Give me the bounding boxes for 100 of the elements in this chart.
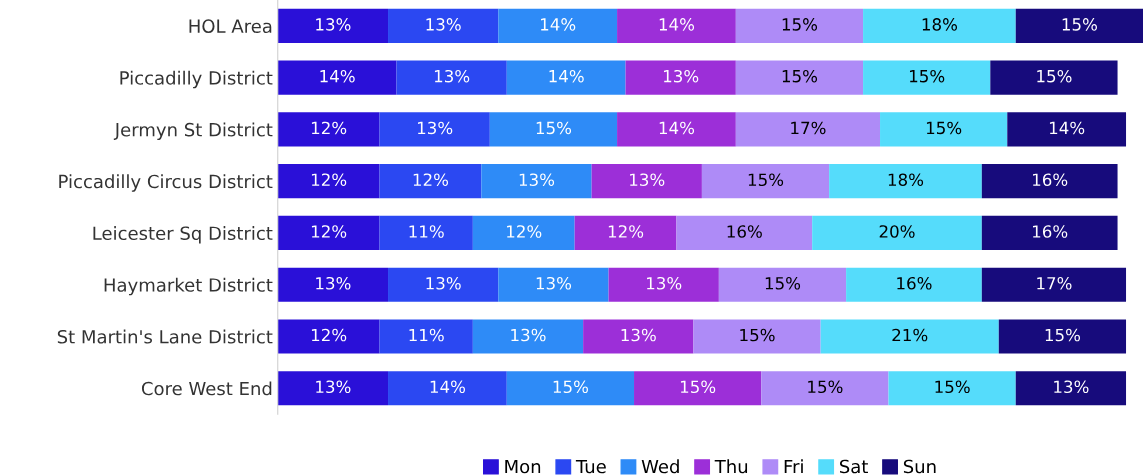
data-label: 12% [311,173,347,187]
data-label: 11% [409,328,444,342]
data-label: 15% [808,380,843,394]
legend-label: Fri [784,459,803,474]
data-label: 15% [935,380,970,394]
data-label: 13% [511,328,546,342]
data-label: 13% [536,276,572,290]
data-label: 13% [316,18,351,31]
bar [735,112,881,147]
bar [277,319,380,354]
bar [498,8,618,43]
data-label: 13% [630,173,665,187]
data-label: 12% [608,225,644,238]
bar [498,267,609,302]
bar [379,164,482,199]
data-label: 18% [922,18,958,31]
bar [617,112,736,147]
data-label: 14% [659,18,695,31]
bar [583,319,694,354]
data-label: 14% [1049,121,1085,135]
bar [693,319,821,354]
data-label: 16% [1033,173,1068,187]
data-label: 14% [320,69,355,83]
data-label: 17% [791,121,826,135]
data-label: 15% [910,69,945,83]
data-label: 15% [553,380,589,394]
data-label: 15% [1045,328,1081,342]
bar [634,371,762,406]
data-label: 12% [311,121,347,135]
bar [829,164,982,199]
legend-label: Sun [903,459,936,474]
data-label: 15% [782,18,818,31]
bar [998,319,1127,354]
bar [489,112,618,147]
bar [388,8,499,43]
bar [277,60,397,95]
data-label: 13% [426,276,461,290]
data-label: 12% [507,225,542,238]
data-label: 12% [413,173,449,187]
data-label: 15% [536,121,572,135]
bar [846,267,982,302]
data-label: 20% [879,225,915,238]
bar [472,319,584,354]
bar [981,215,1118,251]
bar [812,215,982,251]
y-tick-label: Core West End [141,381,272,396]
bar [472,215,575,251]
bar [617,8,736,43]
bar [388,267,499,302]
bar [1007,112,1127,147]
y-tick-label: Piccadilly District [120,70,273,89]
data-label: 17% [1037,276,1072,290]
bar [1015,371,1127,406]
data-label: 16% [727,225,762,238]
bar [863,8,1016,43]
data-label: 13% [417,121,453,135]
bar [981,267,1127,302]
bar [277,112,380,147]
data-label: 15% [765,276,801,290]
data-label: 15% [1037,69,1072,83]
y-tick-label: Jermyn St District [113,122,273,141]
bar [396,60,507,95]
y-tick-label: St Martin's Lane District [57,329,273,344]
bar [277,267,389,302]
data-label: 13% [621,328,656,342]
bar [506,371,635,406]
data-label: 14% [549,69,584,83]
data-label: 13% [1054,380,1089,394]
data-label: 12% [311,328,347,342]
bar [591,164,702,199]
data-label: 15% [926,121,962,135]
legend-label: Thu [714,459,748,474]
bar [888,371,1016,406]
bar [506,60,626,95]
legend-label: Tue [575,459,606,474]
bar [990,60,1118,95]
bar [701,164,830,199]
bar [608,267,719,302]
data-label: 13% [426,18,461,31]
data-label: 15% [1062,18,1097,31]
data-label: 14% [540,18,576,31]
bar [676,215,813,251]
y-tick-label: Haymarket District [104,277,273,296]
bar [481,164,592,199]
bar [379,319,473,354]
bar [379,112,490,147]
bar [625,60,736,95]
bar [880,112,1008,147]
data-label: 15% [782,69,818,83]
bar [574,215,677,251]
bar [388,371,507,406]
data-label: 16% [1033,225,1068,238]
data-label: 15% [748,173,784,187]
bar [761,371,889,406]
data-label: 13% [316,380,351,394]
data-label: 15% [680,380,716,394]
legend-label: Sat [839,459,868,474]
bar [735,8,864,43]
y-tick-label: Leicester Sq District [93,226,273,244]
legend-label: Wed [641,459,679,474]
